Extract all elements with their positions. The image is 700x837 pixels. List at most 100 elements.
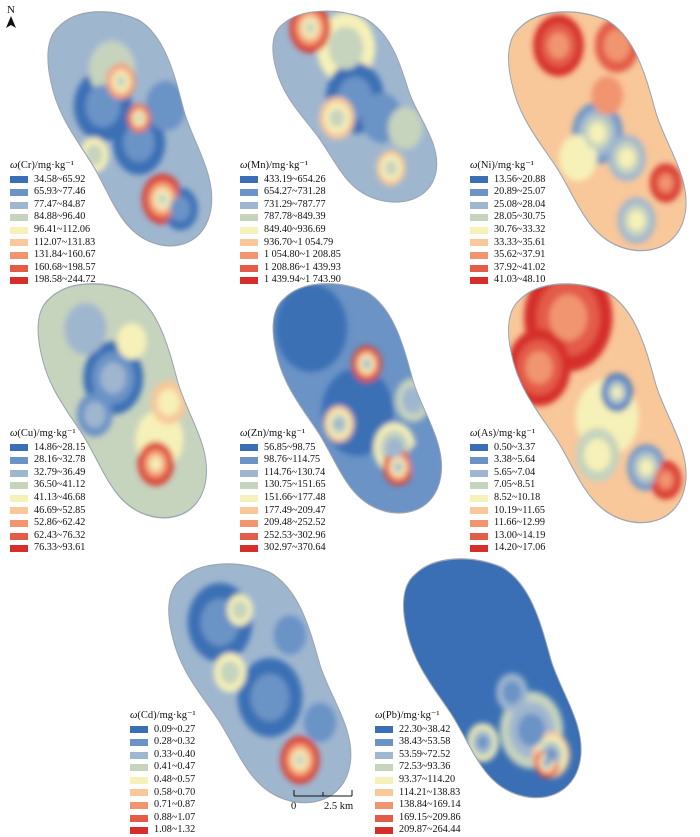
as-legend-swatch xyxy=(470,545,488,553)
mn-legend-range: 787.78~849.39 xyxy=(264,211,326,223)
mn-concentration-zone xyxy=(305,22,315,34)
cd-legend-item: 0.28~0.32 xyxy=(130,736,196,749)
zn-legend-swatch xyxy=(240,507,258,515)
pb-legend-range: 22.30~38.42 xyxy=(399,723,451,735)
pb-distribution-map xyxy=(403,558,582,799)
cr-legend-item: 65.93~77.46 xyxy=(10,186,96,199)
cu-legend-range: 41.13~46.68 xyxy=(34,491,86,503)
cr-concentration-zone xyxy=(85,84,121,128)
pb-concentration-zone xyxy=(517,713,546,747)
zn-legend-item: 56.85~98.75 xyxy=(240,442,326,455)
mn-legend-item: 1 054.80~1 208.85 xyxy=(240,249,341,262)
zn-legend-title-symbol: ω xyxy=(240,428,248,439)
zn-distribution-map xyxy=(272,283,443,514)
mn-legend-swatch xyxy=(240,188,258,196)
ni-legend: ω(Ni)/mg·kg⁻¹ 13.56~20.88 20.89~25.07 25.08… xyxy=(470,160,545,287)
cr-legend-item: 34.58~65.92 xyxy=(10,174,96,187)
mn-legend-item: 731.29~787.77 xyxy=(240,199,341,212)
zn-legend-swatch xyxy=(240,532,258,540)
cd-concentration-zone xyxy=(220,660,240,685)
cr-legend-item: 96.41~112.06 xyxy=(10,224,96,237)
cd-legend-range: 0.41~0.47 xyxy=(154,761,196,773)
cd-legend-swatch xyxy=(130,726,148,734)
north-arrow-icon xyxy=(6,16,16,28)
cr-legend-swatch xyxy=(10,201,28,209)
ni-legend-range: 37.92~41.02 xyxy=(494,261,546,273)
cr-legend-item: 160.68~198.57 xyxy=(10,262,96,275)
mn-legend-swatch xyxy=(240,251,258,259)
pb-legend-swatch xyxy=(375,827,393,835)
ni-legend-title-symbol: ω xyxy=(470,160,478,171)
cr-legend-swatch xyxy=(10,251,28,259)
as-concentration-zone xyxy=(525,350,553,385)
ni-legend-item: 33.33~35.61 xyxy=(470,237,545,250)
as-legend-swatch xyxy=(470,507,488,515)
ni-concentration-zone xyxy=(589,122,606,144)
ni-legend-swatch xyxy=(470,214,488,222)
pb-concentration-zone xyxy=(502,680,522,705)
zn-legend-range: 151.66~177.48 xyxy=(264,491,326,503)
cr-legend: ω(Cr)/mg·kg⁻¹ 34.58~65.92 65.93~77.46 77.47… xyxy=(10,160,96,287)
pb-legend: ω(Pb)/mg·kg⁻¹ 22.30~38.42 38.43~53.58 53.59… xyxy=(375,710,461,837)
pb-legend-swatch xyxy=(375,776,393,784)
cu-legend-swatch xyxy=(10,532,28,540)
cr-legend-range: 112.07~131.83 xyxy=(34,236,96,248)
cd-legend-swatch xyxy=(130,801,148,809)
as-legend-title-text: (As)/mg·kg⁻¹ xyxy=(477,428,536,439)
ni-concentration-zone xyxy=(547,32,570,59)
as-concentration-zone xyxy=(639,459,653,476)
cd-legend-title-text: (Cd)/mg·kg⁻¹ xyxy=(137,710,196,721)
ni-legend-item: 20.89~25.07 xyxy=(470,186,545,199)
ni-concentration-zone xyxy=(559,134,597,182)
ni-legend-range: 33.33~35.61 xyxy=(494,236,546,248)
cu-legend-swatch xyxy=(10,444,28,452)
mn-legend-range: 433.19~654.26 xyxy=(264,173,326,185)
cr-concentration-zone xyxy=(145,81,187,131)
as-legend-swatch xyxy=(470,456,488,464)
cu-legend-title-text: (Cu)/mg·kg⁻¹ xyxy=(17,428,76,439)
ni-concentration-zone xyxy=(628,210,645,231)
ni-legend-swatch xyxy=(470,226,488,234)
scale-zero-label: 0 xyxy=(291,801,297,812)
zn-legend-swatch xyxy=(240,545,258,553)
cr-concentration-zone xyxy=(123,123,155,162)
mn-legend-range: 936.70~1 054.79 xyxy=(264,236,334,248)
cu-legend-item: 76.33~93.61 xyxy=(10,542,85,555)
cr-legend-swatch xyxy=(10,239,28,247)
cd-legend-item: 0.33~0.40 xyxy=(130,749,196,762)
north-arrow-label: N xyxy=(7,4,15,16)
cd-legend-item: 0.71~0.87 xyxy=(130,799,196,812)
mn-legend-title: ω(Mn)/mg·kg⁻¹ xyxy=(240,160,341,173)
pb-legend-title-symbol: ω xyxy=(375,710,383,721)
zn-concentration-zone xyxy=(407,441,438,479)
cd-legend-range: 0.09~0.27 xyxy=(154,723,196,735)
scale-length-label: 2.5 km xyxy=(324,801,354,812)
zn-legend-range: 114.76~130.74 xyxy=(264,466,326,478)
zn-legend-item: 177.49~209.47 xyxy=(240,505,326,518)
cd-legend-swatch xyxy=(130,789,148,797)
mn-legend-range: 1 054.80~1 208.85 xyxy=(264,249,341,261)
cu-legend-range: 62.43~76.32 xyxy=(34,529,86,541)
cd-legend-item: 0.88~1.07 xyxy=(130,812,196,825)
cd-legend-swatch xyxy=(130,764,148,772)
cu-legend-range: 28.16~32.78 xyxy=(34,454,86,466)
cd-legend-range: 0.33~0.40 xyxy=(154,748,196,760)
cu-legend-swatch xyxy=(10,545,28,553)
as-legend-item: 13.00~14.19 xyxy=(470,530,545,543)
zn-concentration-zone xyxy=(395,463,402,471)
cd-concentration-zone xyxy=(273,615,307,655)
cr-legend-swatch xyxy=(10,226,28,234)
ni-legend-swatch xyxy=(470,201,488,209)
as-legend-item: 0.50~3.37 xyxy=(470,442,545,455)
cd-concentration-zone xyxy=(232,600,248,620)
cr-legend-item: 131.84~160.67 xyxy=(10,249,96,262)
pb-legend-title-text: (Pb)/mg·kg⁻¹ xyxy=(382,710,440,721)
cr-distribution-map xyxy=(47,11,213,247)
as-legend-range: 7.05~8.51 xyxy=(494,479,536,491)
mn-legend-item: 654.27~731.28 xyxy=(240,186,341,199)
pb-legend-range: 209.87~264.44 xyxy=(399,824,461,836)
zn-legend-swatch xyxy=(240,444,258,452)
scale-bar: 0 2.5 km xyxy=(290,788,370,813)
cd-legend-swatch xyxy=(130,751,148,759)
cr-legend-item: 112.07~131.83 xyxy=(10,237,96,250)
